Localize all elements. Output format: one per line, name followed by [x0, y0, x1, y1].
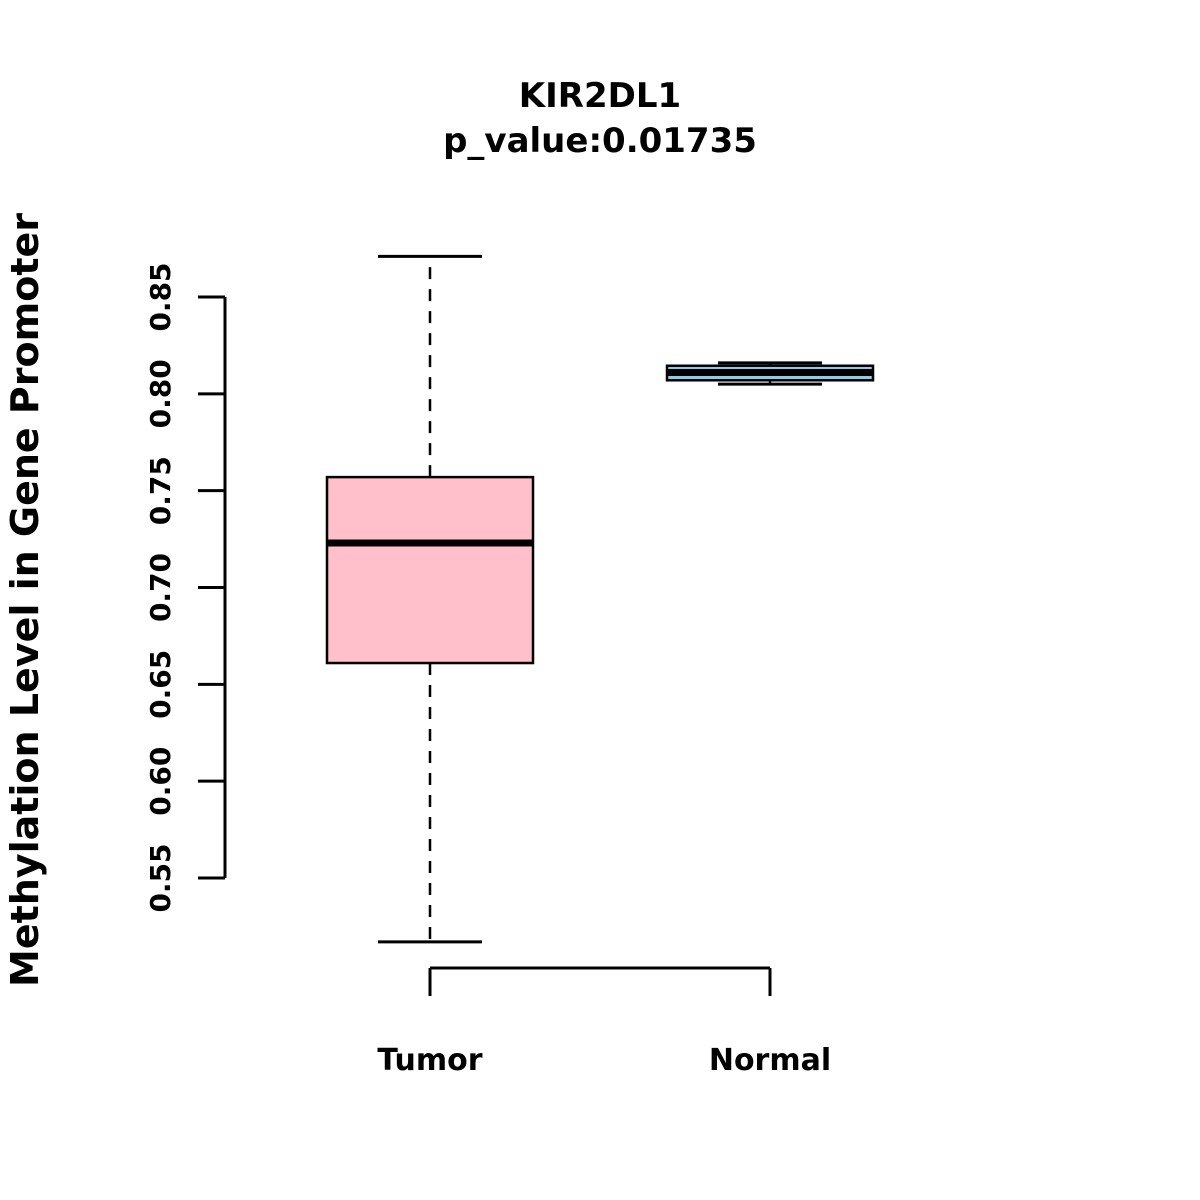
box-series — [325, 254, 875, 944]
y-tick-label: 0.80 — [144, 359, 177, 428]
y-tick-label: 0.55 — [144, 843, 177, 912]
y-tick-label: 0.65 — [144, 650, 177, 719]
y-tick-label: 0.85 — [144, 262, 177, 331]
chart-subtitle: p_value:0.01735 — [443, 121, 757, 161]
x-tick-label-normal: Normal — [709, 1043, 831, 1078]
box-normal — [665, 361, 875, 386]
x-tick-label-tumor: Tumor — [377, 1043, 482, 1078]
y-tick-label: 0.60 — [144, 747, 177, 816]
iqr-box — [325, 475, 535, 665]
box-tumor — [325, 254, 535, 944]
chart-title: KIR2DL1 — [519, 76, 681, 116]
axes: 0.55 0.60 0.65 0.70 0.75 0.80 0.85 — [144, 262, 772, 996]
y-axis-title: Methylation Level in Gene Promoter — [3, 213, 47, 987]
y-tick-label: 0.70 — [144, 553, 177, 622]
y-tick-label: 0.75 — [144, 456, 177, 525]
